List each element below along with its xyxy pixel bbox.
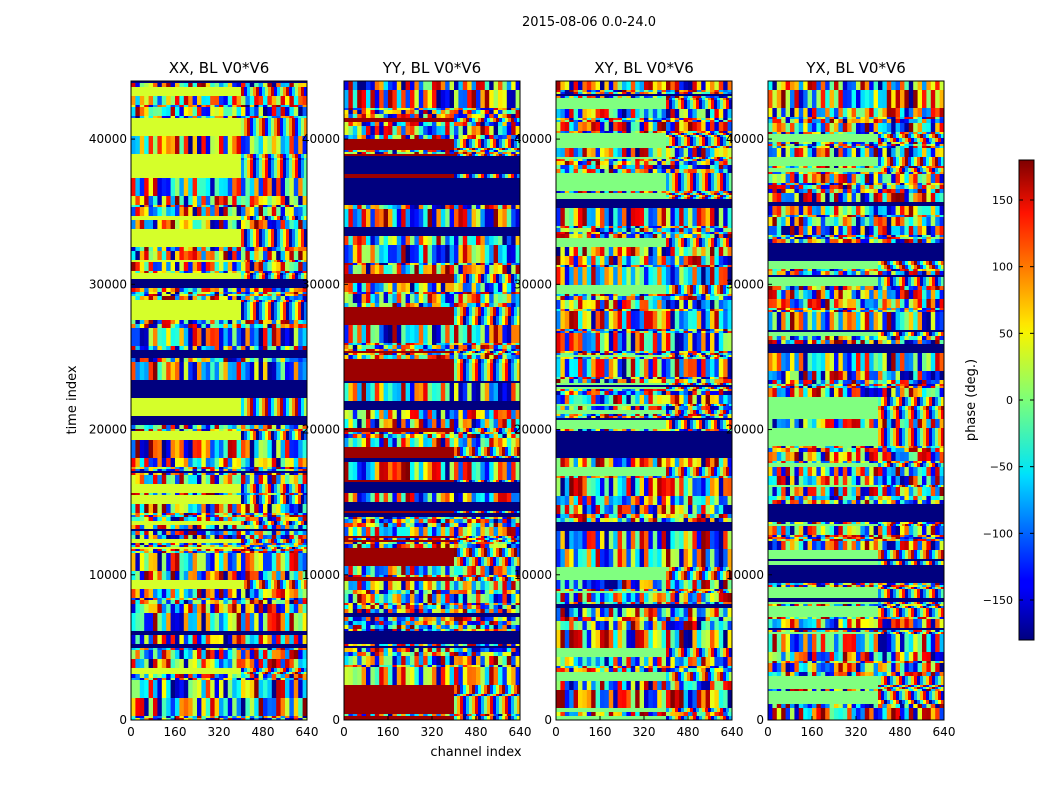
colorbar-tick-label: 0 [1006,394,1013,407]
x-tick-label: 640 [296,725,319,739]
colorbar-tick-label: 150 [992,194,1013,207]
panel-title: YY, BL V0*V6 [382,59,481,77]
x-tick-label: 480 [677,725,700,739]
x-tick-label: 480 [465,725,488,739]
x-tick-label: 320 [845,725,868,739]
y-tick-label: 40000 [302,132,340,146]
heatmap-image [556,81,732,720]
x-tick-label: 320 [633,725,656,739]
y-tick-label: 20000 [302,423,340,437]
colorbar-tick-label: −100 [983,527,1013,540]
y-tick-label: 0 [119,713,127,727]
y-tick-label: 0 [544,713,552,727]
y-tick-label: 10000 [89,568,127,582]
colorbar-ticks: 150 100 50 0 −50 −100 −150 [983,194,1034,607]
y-tick-label: 40000 [514,132,552,146]
x-tick-label: 640 [509,725,532,739]
colorbar-tick-label: 100 [992,261,1013,274]
x-tick-label: 0 [127,725,135,739]
x-tick-label: 640 [721,725,744,739]
y-tick-label: 20000 [514,423,552,437]
y-tick-label: 0 [756,713,764,727]
y-tick-label: 10000 [726,568,764,582]
x-tick-label: 320 [421,725,444,739]
colorbar: 150 100 50 0 −50 −100 −150 phase (deg.) [964,159,1035,641]
x-tick-label: 160 [801,725,824,739]
y-tick-label: 20000 [726,423,764,437]
y-tick-label: 10000 [302,568,340,582]
shared-x-axis-label: channel index [430,745,521,760]
y-tick-label: 30000 [514,277,552,291]
x-tick-label: 320 [208,725,231,739]
y-tick-label: 30000 [302,277,340,291]
x-tick-label: 480 [252,725,275,739]
x-tick-label: 160 [589,725,612,739]
x-tick-label: 0 [340,725,348,739]
panel-title: XX, BL V0*V6 [169,59,270,77]
x-tick-label: 0 [764,725,772,739]
panel-title: YX, BL V0*V6 [805,59,906,77]
heatmap-panel-1: XX, BL V0*V6 0 160 320 480 640 0 10000 20000 3000… [89,59,319,739]
y-tick-label: 10000 [514,568,552,582]
heatmap-image [768,81,944,720]
y-tick-label: 0 [332,713,340,727]
x-tick-label: 160 [377,725,400,739]
shared-y-axis-label: time index [65,365,80,434]
heatmap-image [344,81,520,720]
figure-suptitle: 2015-08-06 0.0-24.0 [522,15,656,30]
heatmap-panel-3: XY, BL V0*V6 0 160 320 480 640 0 10000 20000 3000… [514,59,744,739]
colorbar-label: phase (deg.) [964,359,979,441]
colorbar-tick-label: −150 [983,594,1013,607]
y-tick-label: 40000 [726,132,764,146]
heatmap-panel-2: YY, BL V0*V6 0 160 320 480 640 0 10000 20000 3000… [302,59,532,739]
heatmap-image [131,81,307,720]
y-tick-label: 30000 [726,277,764,291]
x-tick-label: 480 [889,725,912,739]
colorbar-tick-label: −50 [990,461,1013,474]
x-tick-label: 640 [933,725,956,739]
x-tick-label: 160 [164,725,187,739]
y-tick-label: 30000 [89,277,127,291]
heatmap-panel-4: YX, BL V0*V6 0 160 320 480 640 0 10000 20000 3000… [726,59,956,739]
heatmap-panels: XX, BL V0*V6 0 160 320 480 640 0 10000 20000 3000… [89,59,956,739]
y-tick-label: 20000 [89,423,127,437]
y-tick-label: 40000 [89,132,127,146]
x-tick-label: 0 [552,725,560,739]
panel-title: XY, BL V0*V6 [594,59,694,77]
colorbar-tick-label: 50 [999,327,1013,340]
